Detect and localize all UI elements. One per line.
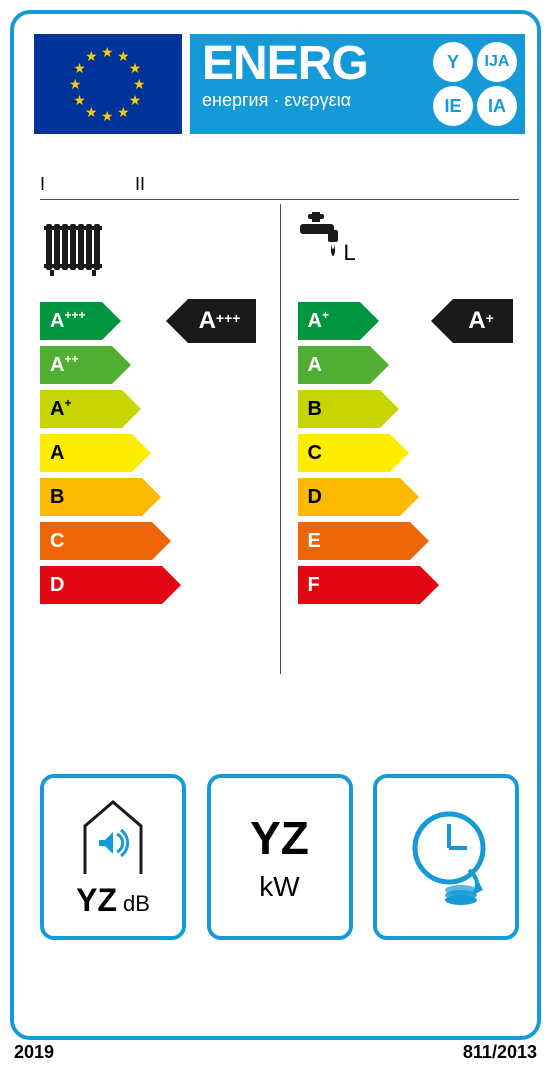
water-column: L A+ A B C D E F A+ (280, 204, 520, 684)
eu-star-icon: ★ (69, 77, 82, 91)
efficiency-class-arrow: B (298, 390, 380, 428)
eu-star-icon: ★ (73, 93, 86, 107)
eu-star-icon: ★ (101, 109, 114, 123)
tap-icon (298, 212, 342, 267)
water-scale: A+ A B C D E F (298, 302, 420, 610)
efficiency-class-label: D (50, 575, 64, 595)
load-profile-label: L (344, 240, 356, 266)
info-boxes: YZ dB YZ kW (40, 774, 519, 940)
eu-star-icon: ★ (117, 49, 130, 63)
sound-icon (77, 796, 149, 876)
efficiency-class-arrow: A+ (40, 390, 122, 428)
header: ★★★★★★★★★★★★ ENERG енергия · ενεργεια YI… (34, 34, 525, 134)
sound-value-row: YZ dB (76, 882, 150, 919)
sound-unit: dB (123, 891, 150, 917)
lang-bubble: IE (433, 86, 473, 126)
model-row: I II (40, 174, 519, 200)
heating-column: A+++ A++ A+ A B C D A+++ (40, 204, 280, 684)
eu-star-icon: ★ (129, 93, 142, 107)
efficiency-class-arrow: D (298, 478, 400, 516)
efficiency-class-label: D (308, 487, 322, 507)
efficiency-class-label: C (308, 443, 322, 463)
efficiency-class-label: C (50, 531, 64, 551)
efficiency-class-arrow: C (298, 434, 390, 472)
rating-columns: A+++ A++ A+ A B C D A+++ L (40, 204, 519, 684)
eu-star-icon: ★ (73, 61, 86, 75)
efficiency-class-arrow: E (298, 522, 410, 560)
efficiency-class-label: A++ (50, 355, 78, 375)
efficiency-class-label: E (308, 531, 321, 551)
efficiency-class-arrow: A+ (298, 302, 360, 340)
efficiency-class-label: A (308, 355, 322, 375)
lang-bubble: Y (433, 42, 473, 82)
power-value: YZ (250, 811, 309, 865)
eu-star-icon: ★ (129, 61, 142, 75)
eu-star-icon: ★ (117, 105, 130, 119)
sound-power-box: YZ dB (40, 774, 186, 940)
power-box: YZ kW (207, 774, 353, 940)
efficiency-class-label: A+ (308, 311, 329, 331)
efficiency-class-label: A+ (50, 399, 71, 419)
off-peak-box (373, 774, 519, 940)
efficiency-class-arrow: A (40, 434, 132, 472)
efficiency-class-arrow: B (40, 478, 142, 516)
efficiency-class-label: A (50, 443, 64, 463)
lang-bubble: IJA (477, 42, 517, 82)
power-unit: kW (259, 871, 299, 903)
label-frame: ★★★★★★★★★★★★ ENERG енергия · ενεργεια YI… (10, 10, 541, 1040)
radiator-icon (40, 214, 106, 285)
efficiency-class-label: B (50, 487, 64, 507)
efficiency-class-label: A+++ (50, 311, 85, 331)
eu-star-icon: ★ (85, 105, 98, 119)
footer: 2019 811/2013 (14, 1042, 537, 1063)
efficiency-class-arrow: A+++ (40, 302, 102, 340)
lang-bubble: IA (477, 86, 517, 126)
efficiency-class-arrow: D (40, 566, 162, 604)
efficiency-class-arrow: A++ (40, 346, 112, 384)
water-rating-pointer: A+ (453, 299, 513, 343)
efficiency-class-label: B (308, 399, 322, 419)
eu-star-icon: ★ (85, 49, 98, 63)
sound-value: YZ (76, 882, 117, 919)
efficiency-class-arrow: A (298, 346, 370, 384)
eu-flag: ★★★★★★★★★★★★ (34, 34, 182, 134)
lang-bubbles: YIJAIEIA (433, 42, 517, 126)
energy-label: ★★★★★★★★★★★★ ENERG енергия · ενεργεια YI… (0, 0, 551, 1087)
eu-star-icon: ★ (133, 77, 146, 91)
heating-rating-pointer: A+++ (188, 299, 256, 343)
energ-block: ENERG енергия · ενεργεια YIJAIEIA (190, 34, 525, 134)
efficiency-class-label: F (308, 575, 320, 595)
model-identifier: II (135, 174, 145, 195)
eu-star-icon: ★ (101, 45, 114, 59)
footer-year: 2019 (14, 1042, 54, 1063)
clock-coins-icon (391, 802, 501, 912)
heating-scale: A+++ A++ A+ A B C D (40, 302, 162, 610)
footer-regulation: 811/2013 (463, 1042, 537, 1063)
efficiency-class-arrow: C (40, 522, 152, 560)
efficiency-class-arrow: F (298, 566, 420, 604)
supplier-name: I (40, 174, 45, 195)
